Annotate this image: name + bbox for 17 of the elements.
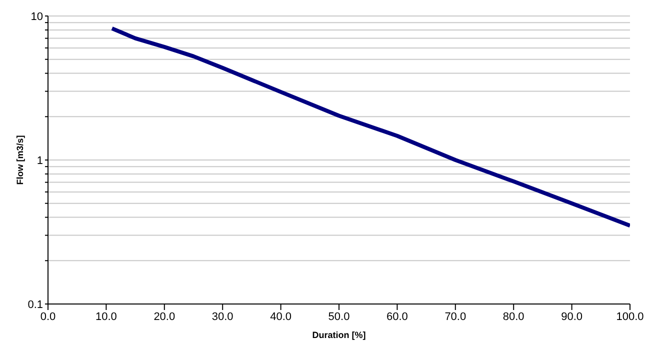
y-tick-label: 0.1 <box>28 298 43 311</box>
y-tick-label: 1 <box>36 154 43 167</box>
y-axis-title: Flow [m3/s] <box>15 135 26 185</box>
x-tick-label: 40.0 <box>270 310 292 323</box>
x-tick-label: 0.0 <box>40 310 56 323</box>
x-tick-label: 30.0 <box>212 310 234 323</box>
x-tick-label: 60.0 <box>386 310 408 323</box>
line-series <box>110 26 630 228</box>
x-tick-label: 10.0 <box>95 310 117 323</box>
x-tick-label: 20.0 <box>154 310 176 323</box>
x-tick-label: 70.0 <box>444 310 466 323</box>
y-tick-label: 10 <box>30 10 43 23</box>
x-tick-label: 80.0 <box>502 310 524 323</box>
x-tick-label: 50.0 <box>328 310 350 323</box>
x-tick-label: 90.0 <box>561 310 583 323</box>
x-tick-label: 100.0 <box>616 310 644 323</box>
x-axis-title: Duration [%] <box>312 330 366 340</box>
